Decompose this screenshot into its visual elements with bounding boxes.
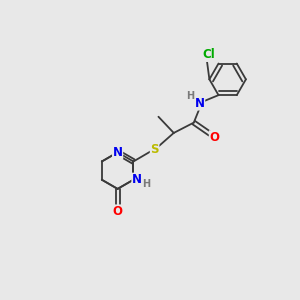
Text: N: N [112,146,123,159]
Text: H: H [186,91,194,101]
Text: N: N [195,97,205,110]
Text: O: O [112,205,123,218]
Text: N: N [132,173,142,186]
Text: O: O [209,131,219,144]
Text: S: S [150,142,159,156]
Text: Cl: Cl [202,48,215,62]
Text: H: H [142,179,150,189]
